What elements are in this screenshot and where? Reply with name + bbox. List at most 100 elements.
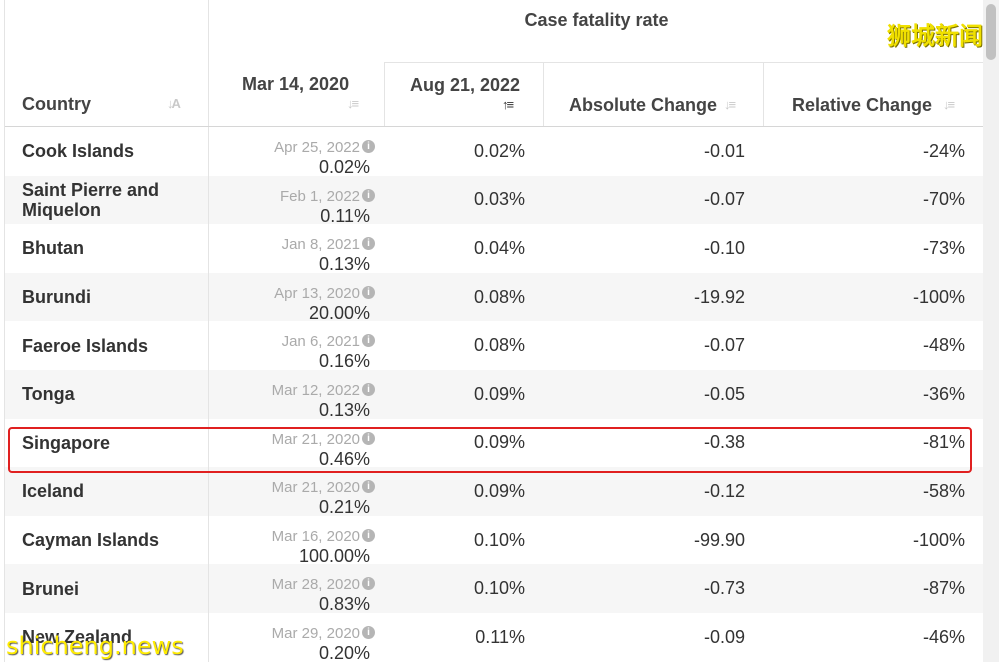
header-end-date[interactable]: Aug 21, 2022 ↑≡ <box>384 62 543 126</box>
sort-asc-active-icon[interactable]: ↑≡ <box>502 97 514 112</box>
end-value-cell: 0.09% <box>473 432 525 453</box>
country-cell: New Zealand <box>22 627 133 648</box>
header-country[interactable]: Country ↓A <box>5 62 208 126</box>
relative-change-cell: -46% <box>922 626 965 647</box>
header-row: Country ↓A Mar 14, 2020 ↓≡ Aug 21, 2022 … <box>5 62 983 127</box>
info-icon[interactable]: i <box>362 480 375 494</box>
end-value-cell: 0.11% <box>475 626 525 647</box>
end-value-cell: 0.02% <box>473 140 525 161</box>
start-value-cell: Feb 1, 2022 i 0.11% <box>208 175 384 226</box>
relative-change-cell: -58% <box>922 480 965 501</box>
start-value-cell: Apr 13, 2020 i 20.00% <box>208 272 384 323</box>
absolute-change-cell: -0.07 <box>703 335 745 356</box>
absolute-change-cell: -99.90 <box>693 529 745 550</box>
sort-desc-icon[interactable]: ↓≡ <box>724 97 736 112</box>
table-row[interactable]: Singapore Mar 21, 2020 i 0.46% 0.09% -0.38 -81… <box>5 418 983 469</box>
absolute-change-cell: -0.01 <box>703 140 745 161</box>
country-cell: Faeroe Islands <box>22 335 149 356</box>
relative-change-cell: -36% <box>922 383 965 404</box>
table-row[interactable]: Brunei Mar 28, 2020 i 0.83% 0.10% -0.73 -87% <box>5 564 983 615</box>
table-row[interactable]: Tonga Mar 12, 2022 i 0.13% 0.09% -0.05 -36% <box>5 369 983 420</box>
start-value-text: 0.20% <box>318 642 370 663</box>
table-row[interactable]: Saint Pierre and Miquelon Feb 1, 2022 i 0.1… <box>5 175 983 226</box>
relative-change-cell: -81% <box>922 432 965 453</box>
table-row[interactable]: Bhutan Jan 8, 2021 i 0.13% 0.04% -0.10 -73% <box>5 224 983 275</box>
start-value-text: 0.13% <box>318 254 370 275</box>
header-absolute-change[interactable]: Absolute Change ↓≡ <box>543 62 763 126</box>
start-value-text: 0.11% <box>320 205 370 226</box>
absolute-change-cell: -0.09 <box>703 626 745 647</box>
header-relative-change[interactable]: Relative Change ↓≡ <box>763 62 983 126</box>
header-start-date[interactable]: Mar 14, 2020 ↓≡ <box>208 62 384 126</box>
start-date-text: Mar 12, 2022 <box>271 381 360 399</box>
relative-change-cell: -24% <box>922 140 965 161</box>
relative-change-cell: -87% <box>922 578 965 599</box>
start-value-cell: Mar 16, 2020 i 100.00% <box>208 515 384 566</box>
header-absolute-change-label: Absolute Change <box>569 95 718 115</box>
country-cell: Burundi <box>22 287 91 308</box>
header-start-date-label: Mar 14, 2020 <box>242 74 350 94</box>
sort-az-icon[interactable]: ↓A <box>167 96 181 111</box>
start-value-text: 0.13% <box>318 399 370 420</box>
country-cell: Singapore <box>22 432 111 453</box>
table-row[interactable]: Faeroe Islands Jan 6, 2021 i 0.16% 0.08% -0.0… <box>5 321 983 371</box>
header-end-date-label: Aug 21, 2022 <box>410 75 521 95</box>
start-value-cell: Mar 21, 2020 i 0.46% <box>208 418 384 469</box>
start-value-cell: Mar 12, 2022 i 0.13% <box>208 369 384 420</box>
header-country-label: Country <box>22 94 91 114</box>
group-title: Case fatality rate <box>524 10 669 30</box>
header-relative-change-label: Relative Change <box>792 95 933 115</box>
info-icon[interactable]: i <box>362 528 375 542</box>
country-cell: Brunei <box>22 578 80 599</box>
end-value-cell: 0.08% <box>473 286 525 307</box>
info-icon[interactable]: i <box>362 382 375 396</box>
info-icon[interactable]: i <box>362 431 375 445</box>
absolute-change-cell: -0.73 <box>703 578 745 599</box>
start-date-text: Apr 25, 2022 <box>274 139 360 156</box>
absolute-change-cell: -0.10 <box>703 237 745 258</box>
info-icon[interactable]: i <box>362 334 375 348</box>
watermark-top: 狮城新闻 <box>887 22 983 50</box>
info-icon[interactable]: i <box>362 625 375 639</box>
start-date-text: Mar 16, 2020 <box>271 527 360 545</box>
start-value-cell: Mar 28, 2020 i 0.83% <box>208 564 384 615</box>
absolute-change-cell: -0.38 <box>703 432 745 453</box>
info-icon[interactable]: i <box>362 140 375 153</box>
end-value-cell: 0.03% <box>473 189 525 210</box>
info-icon[interactable]: i <box>362 237 375 251</box>
end-value-cell: 0.09% <box>473 480 525 501</box>
country-cell: Cook Islands <box>22 141 135 162</box>
info-icon[interactable]: i <box>362 188 375 202</box>
data-table: Case fatality rate Country ↓A Mar 14, 20… <box>4 0 984 663</box>
scroll-thumb[interactable] <box>986 4 996 60</box>
country-cell: Iceland <box>22 481 85 502</box>
absolute-change-cell: -19.92 <box>693 286 745 307</box>
watermark-bottom: shicheng.news <box>6 632 184 660</box>
column-group-header: Case fatality rate <box>208 0 984 62</box>
start-value-text: 0.21% <box>318 497 370 518</box>
start-value-cell: Jan 6, 2021 i 0.16% <box>208 321 384 371</box>
absolute-change-cell: -0.07 <box>703 189 745 210</box>
sort-desc-icon[interactable]: ↓≡ <box>943 97 955 112</box>
start-date-text: Apr 13, 2020 <box>274 284 360 302</box>
start-date-text: Mar 21, 2020 <box>271 430 360 448</box>
table-row[interactable]: Iceland Mar 21, 2020 i 0.21% 0.09% -0.12 -58% <box>5 467 983 518</box>
country-cell: Cayman Islands <box>22 530 160 551</box>
table-row[interactable]: Burundi Apr 13, 2020 i 20.00% 0.08% -19.92 -10… <box>5 272 983 323</box>
table-row[interactable]: New Zealand Mar 29, 2020 i 0.20% 0.11% -0.09 -… <box>5 612 983 663</box>
relative-change-cell: -100% <box>912 286 965 307</box>
info-icon[interactable]: i <box>362 577 375 591</box>
end-value-cell: 0.10% <box>473 529 525 550</box>
relative-change-cell: -70% <box>922 189 965 210</box>
start-value-text: 0.83% <box>318 594 370 615</box>
sort-desc-icon[interactable]: ↓≡ <box>347 96 359 111</box>
table-row[interactable]: Cayman Islands Mar 16, 2020 i 100.00% 0.10% -… <box>5 515 983 566</box>
start-date-text: Feb 1, 2022 <box>279 187 360 205</box>
info-icon[interactable]: i <box>362 285 375 299</box>
end-value-cell: 0.10% <box>473 578 525 599</box>
vertical-scrollbar[interactable] <box>983 0 999 662</box>
table-row[interactable]: Cook Islands Apr 25, 2022 i 0.02% 0.02% -0.01… <box>5 127 983 177</box>
country-cell: Bhutan <box>22 238 84 259</box>
start-value-text: 100.00% <box>298 545 370 566</box>
table-body: Cook Islands Apr 25, 2022 i 0.02% 0.02% -0.01… <box>5 127 983 663</box>
